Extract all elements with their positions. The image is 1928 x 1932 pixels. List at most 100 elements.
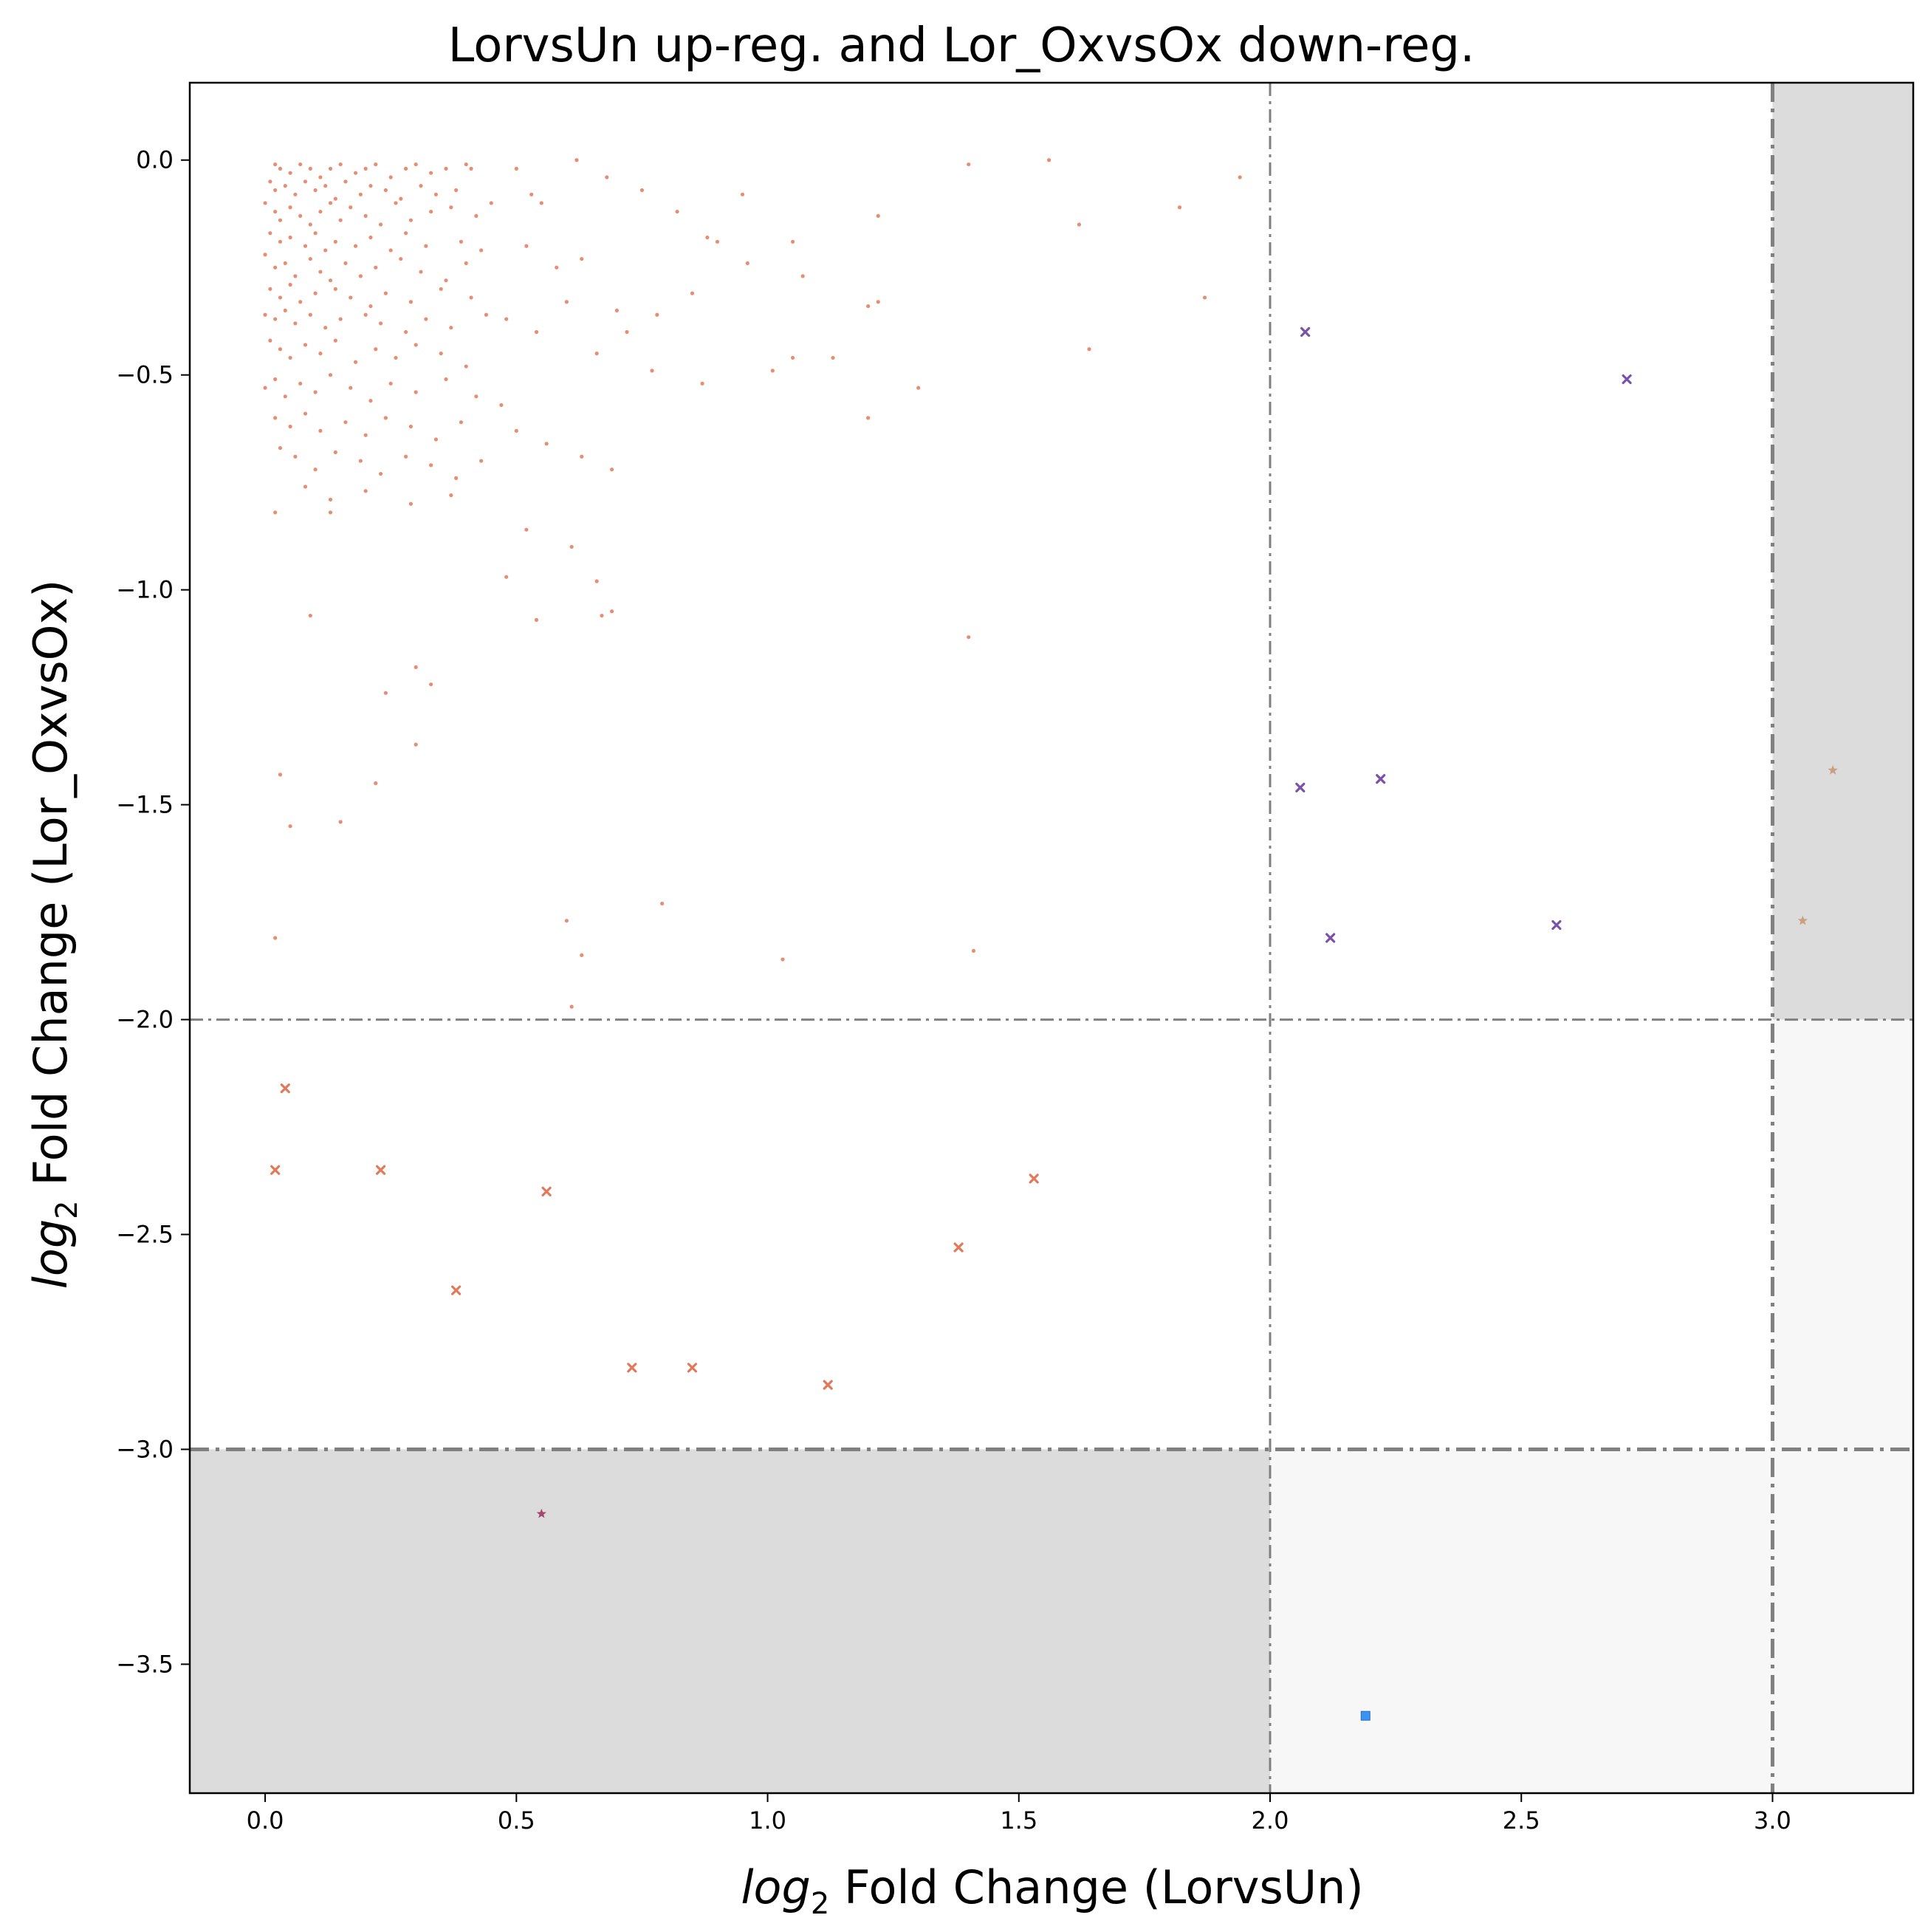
data-point — [823, 1380, 833, 1390]
data-point — [564, 919, 569, 923]
data-point — [790, 355, 795, 360]
data-point — [293, 274, 298, 278]
data-point — [544, 442, 549, 446]
data-point — [338, 820, 343, 824]
data-point — [378, 222, 383, 227]
data-point — [1376, 774, 1386, 784]
data-point — [770, 369, 775, 373]
chart-title: LorvsUn up-reg. and Lor_OxvsOx down-reg. — [448, 18, 1475, 73]
data-point — [580, 953, 584, 957]
x-tick-label: 0.0 — [247, 1806, 284, 1835]
data-point — [303, 343, 308, 347]
data-point — [298, 213, 303, 218]
data-point — [328, 373, 333, 377]
data-point — [293, 192, 298, 196]
y-axis-title: log2 Fold Change (Lor_OxvsOx) — [24, 580, 84, 1289]
data-point — [484, 312, 489, 317]
y-axis-ticks: 0.0 −0.5 −1.0 −1.5 −2.0 −2.5 −3.0 −3.5 — [116, 146, 190, 1678]
data-point — [313, 231, 318, 236]
data-point — [374, 781, 378, 786]
data-point — [534, 617, 539, 622]
x-axis-title: log2 Fold Change (LorvsUn) — [741, 1860, 1363, 1921]
data-point — [363, 166, 368, 171]
data-point — [303, 244, 308, 248]
data-point — [273, 265, 278, 270]
data-point — [383, 691, 388, 695]
data-point — [374, 162, 378, 167]
data-point — [313, 291, 318, 295]
shaded-regions — [190, 83, 1913, 1793]
data-point — [449, 493, 453, 498]
data-point — [399, 196, 403, 201]
data-point — [298, 381, 303, 386]
data-point — [268, 231, 272, 236]
data-point — [1551, 919, 1562, 931]
data-point — [338, 162, 343, 167]
data-point — [313, 467, 318, 472]
data-point — [414, 343, 418, 347]
data-point — [273, 209, 278, 214]
x-axis-ticks: 0.0 0.5 1.0 1.5 2.0 2.5 3.0 — [247, 1793, 1791, 1835]
data-point — [278, 446, 283, 451]
data-point — [564, 300, 569, 304]
data-point — [298, 162, 303, 167]
data-point — [303, 179, 308, 184]
data-point — [454, 476, 459, 480]
data-point — [308, 166, 312, 171]
data-point — [278, 166, 283, 171]
data-point — [383, 291, 388, 295]
data-point — [408, 218, 414, 222]
data-point — [574, 158, 579, 162]
data-point — [283, 308, 287, 313]
data-point — [474, 394, 478, 399]
y-axis-title-sub: 2 — [50, 1200, 84, 1219]
data-point — [715, 239, 720, 244]
data-point — [449, 205, 453, 210]
data-point — [368, 184, 373, 188]
data-point — [323, 184, 328, 188]
data-point — [273, 317, 278, 321]
data-point — [363, 312, 368, 317]
data-point — [328, 166, 333, 171]
data-point — [419, 184, 423, 188]
data-point — [308, 222, 312, 227]
data-point — [569, 1004, 574, 1009]
y-tick-label: −3.5 — [116, 1650, 174, 1678]
data-point — [614, 308, 619, 313]
data-point — [374, 347, 378, 352]
data-point — [388, 248, 393, 253]
data-point — [399, 256, 403, 261]
data-point — [328, 201, 333, 205]
data-point — [433, 437, 439, 442]
data-point — [594, 352, 599, 356]
data-point — [1300, 326, 1311, 338]
data-point — [268, 338, 272, 343]
y-axis-title-rest: Fold Change (Lor_OxvsOx) — [24, 580, 78, 1201]
y-tick-label: −2.0 — [116, 1006, 174, 1034]
x-tick-label: 2.0 — [1252, 1806, 1289, 1835]
data-point — [690, 291, 695, 295]
x-axis-title-sub: 2 — [811, 1887, 829, 1921]
data-point — [288, 205, 292, 210]
data-point — [600, 613, 604, 618]
data-point — [539, 201, 543, 205]
data-point — [273, 377, 278, 382]
data-point — [349, 295, 353, 300]
data-point — [328, 278, 333, 283]
data-point — [609, 609, 614, 614]
data-point — [278, 218, 283, 222]
data-points — [263, 158, 1838, 1721]
data-point — [424, 244, 428, 248]
data-point — [378, 321, 383, 326]
data-point — [343, 420, 348, 425]
data-point — [375, 1165, 386, 1175]
threshold-lines — [190, 83, 1913, 1793]
data-point — [1325, 933, 1336, 943]
data-point — [489, 201, 493, 205]
data-point — [408, 424, 414, 429]
data-point — [967, 162, 971, 167]
data-point — [333, 450, 337, 455]
data-point — [333, 287, 337, 291]
data-point — [278, 239, 283, 244]
